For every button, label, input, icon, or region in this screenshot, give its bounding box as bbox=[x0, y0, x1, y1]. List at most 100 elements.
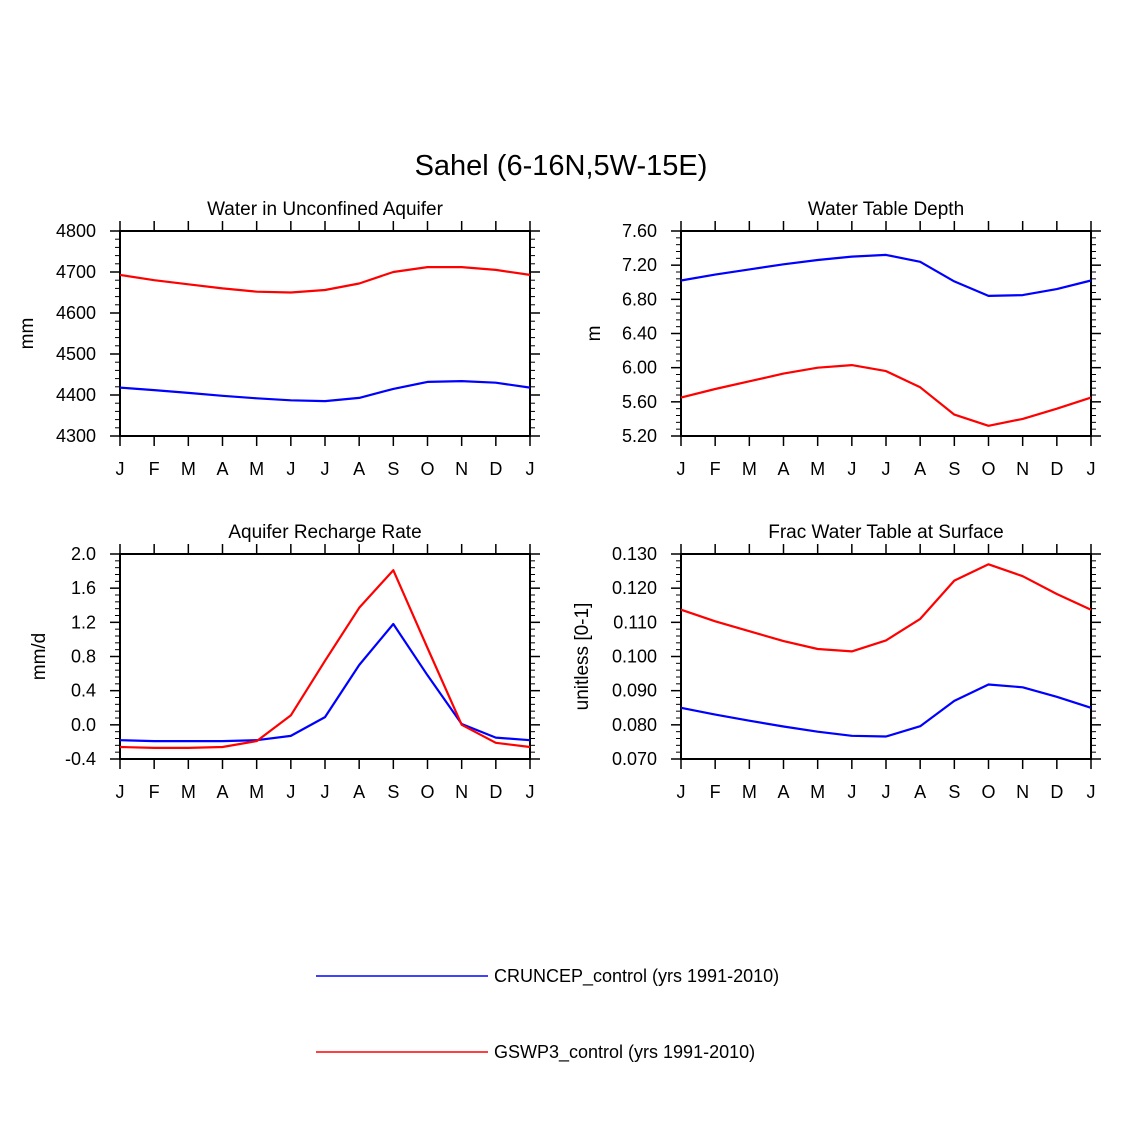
x-tick-label: M bbox=[181, 459, 196, 479]
x-tick-label: O bbox=[420, 459, 434, 479]
x-tick-label: M bbox=[249, 782, 264, 802]
y-tick-label: 2.0 bbox=[71, 544, 96, 564]
y-tick-label: 0.110 bbox=[613, 612, 657, 632]
x-tick-label: A bbox=[914, 459, 926, 479]
x-ticks bbox=[680, 221, 1092, 446]
x-tick-label: M bbox=[810, 459, 825, 479]
x-tick-label: F bbox=[710, 459, 721, 479]
legend-item: GSWP3_control (yrs 1991-2010) bbox=[316, 1042, 755, 1063]
x-tick-label: D bbox=[489, 782, 502, 802]
y-ticks bbox=[110, 230, 540, 437]
y-tick-label: 5.20 bbox=[622, 426, 657, 446]
y-tick-label: 4500 bbox=[56, 344, 96, 364]
figure-title: Sahel (6-16N,5W-15E) bbox=[415, 150, 708, 182]
x-tick-label: J bbox=[526, 782, 535, 802]
y-axis-label: m bbox=[584, 326, 605, 342]
series-line-gswp3 bbox=[119, 569, 531, 750]
x-tick-label: F bbox=[149, 459, 160, 479]
x-tick-label: J bbox=[882, 782, 891, 802]
x-tick-label: J bbox=[321, 459, 330, 479]
series-line-gswp3 bbox=[680, 364, 1092, 427]
x-tick-label: M bbox=[742, 782, 757, 802]
y-tick-label: 4800 bbox=[56, 221, 96, 241]
series-line-cruncep bbox=[680, 683, 1092, 738]
y-tick-label: 0.0 bbox=[71, 715, 96, 735]
x-tick-label: A bbox=[216, 459, 228, 479]
plot-frame bbox=[680, 553, 1092, 760]
y-tick-label: 0.4 bbox=[71, 681, 96, 701]
plot-frame bbox=[680, 230, 1092, 437]
x-tick-label: J bbox=[677, 782, 686, 802]
y-tick-label: 7.60 bbox=[622, 221, 657, 241]
x-tick-label: J bbox=[882, 459, 891, 479]
x-tick-label: D bbox=[1050, 782, 1063, 802]
x-tick-label: F bbox=[710, 782, 721, 802]
x-tick-label: A bbox=[216, 782, 228, 802]
y-tick-label: 4700 bbox=[56, 262, 96, 282]
legend-label: GSWP3_control (yrs 1991-2010) bbox=[494, 1042, 755, 1063]
x-tick-label: A bbox=[353, 782, 365, 802]
y-ticks bbox=[671, 230, 1101, 437]
y-tick-label: 0.090 bbox=[612, 681, 657, 701]
y-tick-label: 0.120 bbox=[612, 578, 657, 598]
y-tick-label: -0.4 bbox=[65, 749, 96, 769]
y-tick-label: 6.00 bbox=[622, 358, 657, 378]
y-tick-label: 6.80 bbox=[622, 289, 657, 309]
x-tick-label: N bbox=[455, 459, 468, 479]
y-tick-label: 0.8 bbox=[71, 647, 96, 667]
legend-label: CRUNCEP_control (yrs 1991-2010) bbox=[494, 966, 779, 987]
x-tick-label: J bbox=[677, 459, 686, 479]
series-line-cruncep bbox=[119, 380, 531, 403]
x-tick-label: O bbox=[420, 782, 434, 802]
x-tick-label: J bbox=[286, 459, 295, 479]
x-tick-label: J bbox=[526, 459, 535, 479]
series-line-gswp3 bbox=[119, 266, 531, 294]
x-ticks bbox=[680, 544, 1092, 769]
x-tick-label: N bbox=[1016, 459, 1029, 479]
y-ticks bbox=[110, 553, 540, 760]
x-tick-label: J bbox=[286, 782, 295, 802]
x-tick-label: J bbox=[321, 782, 330, 802]
x-tick-label: D bbox=[1050, 459, 1063, 479]
x-tick-label: S bbox=[948, 459, 960, 479]
x-tick-label: N bbox=[1016, 782, 1029, 802]
panel-title: Frac Water Table at Surface bbox=[768, 522, 1004, 543]
y-tick-label: 7.20 bbox=[622, 255, 657, 275]
series-line-cruncep bbox=[119, 622, 531, 743]
x-tick-label: M bbox=[249, 459, 264, 479]
y-tick-label: 0.130 bbox=[612, 544, 657, 564]
y-tick-label: 6.40 bbox=[622, 324, 657, 344]
x-tick-label: J bbox=[116, 459, 125, 479]
panel-title: Water in Unconfined Aquifer bbox=[207, 199, 444, 220]
y-tick-label: 4600 bbox=[56, 303, 96, 323]
y-axis-label: unitless [0-1] bbox=[572, 603, 593, 711]
y-ticks bbox=[671, 553, 1101, 760]
y-tick-label: 4300 bbox=[56, 426, 96, 446]
x-tick-label: A bbox=[777, 782, 789, 802]
y-tick-label: 0.080 bbox=[612, 715, 657, 735]
x-tick-label: J bbox=[1087, 782, 1096, 802]
x-tick-label: J bbox=[847, 782, 856, 802]
x-tick-label: A bbox=[353, 459, 365, 479]
x-tick-label: D bbox=[489, 459, 502, 479]
y-tick-label: 0.070 bbox=[612, 749, 657, 769]
x-tick-label: M bbox=[742, 459, 757, 479]
x-tick-label: M bbox=[181, 782, 196, 802]
series-line-gswp3 bbox=[680, 563, 1092, 653]
x-tick-label: J bbox=[847, 459, 856, 479]
series-line-cruncep bbox=[680, 253, 1092, 297]
y-tick-label: 1.2 bbox=[71, 612, 96, 632]
x-tick-label: O bbox=[981, 782, 995, 802]
y-tick-label: 1.6 bbox=[71, 578, 96, 598]
y-tick-label: 4400 bbox=[56, 385, 96, 405]
x-ticks bbox=[119, 544, 531, 769]
x-tick-label: N bbox=[455, 782, 468, 802]
y-axis-label: mm/d bbox=[29, 633, 50, 681]
x-tick-label: A bbox=[777, 459, 789, 479]
legend: CRUNCEP_control (yrs 1991-2010) GSWP3_con… bbox=[316, 966, 779, 1063]
y-tick-label: 0.100 bbox=[612, 647, 657, 667]
